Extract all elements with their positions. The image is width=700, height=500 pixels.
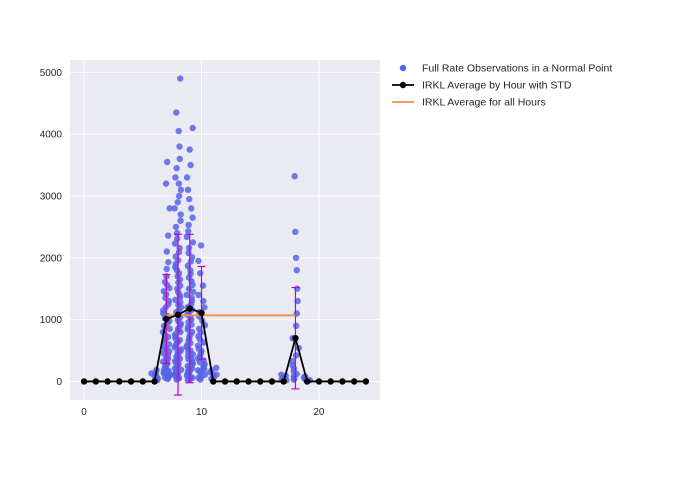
legend: Full Rate Observations in a Normal Point…: [392, 63, 612, 109]
scatter-point: [291, 173, 297, 179]
scatter-point: [185, 222, 191, 228]
xtick-label: 20: [313, 407, 325, 418]
avg-hour-marker: [316, 378, 322, 384]
avg-hour-marker: [222, 378, 228, 384]
avg-hour-marker: [292, 335, 298, 341]
scatter-point: [187, 146, 193, 152]
scatter-point: [177, 211, 183, 217]
scatter-point: [190, 239, 196, 245]
avg-hour-marker: [281, 378, 287, 384]
scatter-point: [185, 187, 191, 193]
avg-hour-marker: [140, 378, 146, 384]
scatter-point: [293, 255, 299, 261]
avg-hour-marker: [93, 378, 99, 384]
scatter-point: [189, 125, 195, 131]
scatter-point: [189, 214, 195, 220]
scatter-point: [176, 128, 182, 134]
scatter-point: [195, 367, 201, 373]
legend-label: IRKL Average by Hour with STD: [422, 80, 572, 92]
scatter-point: [186, 245, 192, 251]
scatter-point: [177, 75, 183, 81]
avg-hour-marker: [163, 316, 169, 322]
avg-hour-marker: [245, 378, 251, 384]
scatter-point: [195, 292, 201, 298]
scatter-point: [186, 196, 192, 202]
scatter-point: [165, 232, 171, 238]
ytick-label: 1000: [40, 315, 63, 326]
avg-hour-marker: [339, 378, 345, 384]
scatter-point: [278, 371, 284, 377]
scatter-point: [175, 199, 181, 205]
scatter-point: [164, 248, 170, 254]
scatter-point: [188, 205, 194, 211]
scatter-point: [178, 187, 184, 193]
ytick-label: 4000: [40, 130, 63, 141]
scatter-point: [172, 174, 178, 180]
avg-hour-marker: [187, 305, 193, 311]
avg-hour-marker: [116, 378, 122, 384]
scatter-point: [200, 282, 206, 288]
scatter-point: [195, 342, 201, 348]
avg-hour-marker: [104, 378, 110, 384]
scatter-point: [171, 205, 177, 211]
scatter-point: [293, 323, 299, 329]
scatter-point: [163, 180, 169, 186]
avg-hour-marker: [198, 310, 204, 316]
xtick-label: 0: [81, 407, 87, 418]
avg-hour-marker: [363, 378, 369, 384]
scatter-point: [173, 165, 179, 171]
plot-area: [70, 60, 380, 400]
avg-hour-marker: [234, 378, 240, 384]
scatter-point: [173, 224, 179, 230]
legend-label: Full Rate Observations in a Normal Point: [422, 63, 612, 75]
scatter-point: [166, 326, 172, 332]
scatter-point: [177, 156, 183, 162]
avg-hour-marker: [327, 378, 333, 384]
scatter-point: [177, 218, 183, 224]
scatter-point: [201, 304, 207, 310]
scatter-point: [176, 193, 182, 199]
scatter-point: [198, 242, 204, 248]
xtick-label: 10: [196, 407, 208, 418]
scatter-point: [174, 230, 180, 236]
scatter-point: [187, 162, 193, 168]
scatter-point: [165, 259, 171, 265]
scatter-point: [164, 159, 170, 165]
scatter-point: [185, 228, 191, 234]
scatter-point: [184, 174, 190, 180]
ytick-label: 3000: [40, 192, 63, 203]
ytick-label: 0: [56, 377, 62, 388]
scatter-point: [197, 270, 203, 276]
scatter-point: [176, 180, 182, 186]
scatter-point: [174, 235, 180, 241]
scatter-point: [162, 279, 168, 285]
legend-marker: [400, 82, 406, 88]
avg-hour-marker: [304, 378, 310, 384]
avg-hour-marker: [351, 378, 357, 384]
scatter-point: [213, 371, 219, 377]
ytick-label: 2000: [40, 253, 63, 264]
avg-hour-marker: [257, 378, 263, 384]
scatter-point: [173, 109, 179, 115]
scatter-point: [213, 365, 219, 371]
chart-root: 0 10 20 0 1000 2000 3000 4000 5000 Full Rate Obse…: [0, 0, 700, 500]
scatter-point: [292, 229, 298, 235]
scatter-point: [294, 267, 300, 273]
scatter-point: [164, 266, 170, 272]
scatter-point: [195, 258, 201, 264]
ytick-label: 5000: [40, 68, 63, 79]
avg-hour-marker: [175, 311, 181, 317]
chart-svg: 0 10 20 0 1000 2000 3000 4000 5000 Full Rate Obse…: [0, 0, 700, 500]
scatter-point: [176, 143, 182, 149]
scatter-point: [183, 292, 189, 298]
avg-hour-marker: [81, 378, 87, 384]
avg-hour-marker: [210, 378, 216, 384]
legend-label: IRKL Average for all Hours: [422, 97, 546, 109]
avg-hour-marker: [269, 378, 275, 384]
avg-hour-marker: [151, 378, 157, 384]
legend-marker-scatter: [400, 65, 406, 71]
avg-hour-marker: [128, 378, 134, 384]
